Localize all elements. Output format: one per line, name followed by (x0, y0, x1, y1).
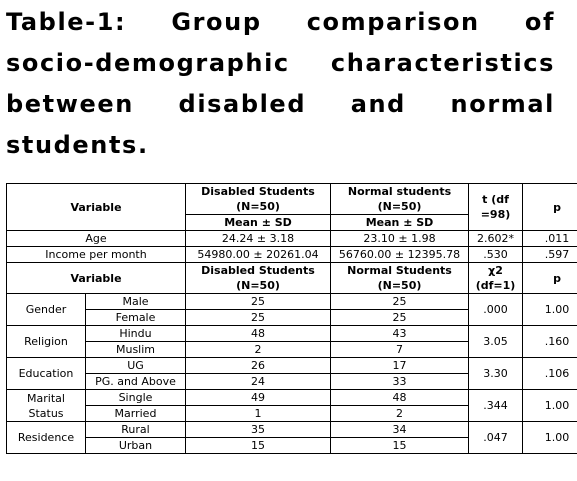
stat-cell: .344 (468, 389, 523, 422)
group-label: Residence (6, 421, 86, 454)
data-cell: 2.602* (468, 230, 523, 247)
cell-line: =98) (480, 208, 511, 221)
data-cell: 7 (330, 341, 469, 358)
data-cell: 2 (330, 405, 469, 422)
data-cell: .011 (522, 230, 577, 247)
p-cell: .106 (522, 357, 577, 390)
header-cell: t (df =98) (468, 183, 523, 231)
comparison-table: Variable Disabled Students (N=50) Normal st… (6, 183, 577, 454)
header-cell: p (522, 262, 577, 294)
row-label: Married (85, 405, 186, 422)
cell-line: t (df (482, 193, 509, 206)
row-label: UG (85, 357, 186, 374)
stat-cell: .047 (468, 421, 523, 454)
data-cell: 24 (185, 373, 331, 390)
p-cell: 1.00 (522, 421, 577, 454)
row-label: Income per month (6, 246, 186, 263)
data-cell: 15 (330, 437, 469, 454)
header-cell: Disabled Students (N=50) (185, 262, 331, 294)
header-cell: Normal students (N=50) (330, 183, 469, 215)
header-cell: Variable (6, 262, 186, 294)
cell-line: Disabled Students (201, 264, 315, 277)
cell-line: (N=50) (236, 200, 280, 213)
table-row: Religion Hindu 48 43 3.05.160 (6, 325, 577, 358)
table-row: Age 24.24 ± 3.18 23.10 ± 1.98 2.602* .011 (6, 230, 577, 247)
data-cell: 56760.00 ± 12395.78 (330, 246, 469, 263)
data-cell: 35 (185, 421, 331, 438)
cell-line: (N=50) (377, 279, 422, 292)
header-cell: Variable (6, 183, 186, 231)
data-cell: 25 (330, 293, 469, 310)
table-row: Gender Male 25 25.000 1.00 (6, 293, 577, 326)
header-cell: Mean ± SD (330, 214, 469, 231)
table-title: Table-1: Group comparison of socio-demog… (6, 8, 555, 159)
data-cell: 24.24 ± 3.18 (185, 230, 331, 247)
table-row: Urban 15 15 (7, 437, 577, 454)
cell-line: Normal Students (347, 264, 452, 277)
data-cell: 25 (330, 309, 469, 326)
data-cell: 25 (185, 309, 331, 326)
group-label: Education (6, 357, 86, 390)
data-cell: .597 (522, 246, 577, 263)
data-cell: 15 (185, 437, 331, 454)
data-cell: 2 (185, 341, 331, 358)
row-label: Age (6, 230, 186, 247)
table-row: Education UG 26 17 3.30.106 (6, 357, 577, 390)
row-label: Single (85, 389, 186, 406)
row-label: Hindu (85, 325, 186, 342)
header-cell: Mean ± SD (185, 214, 331, 231)
cell-line: (N=50) (377, 200, 422, 213)
data-cell: 25 (185, 293, 331, 310)
p-cell: 1.00 (522, 389, 577, 422)
table-row: Marital Status Single 49 48.344 1.00 (6, 389, 577, 422)
data-cell: 23.10 ± 1.98 (330, 230, 469, 247)
cell-line: Disabled Students (201, 185, 315, 198)
table-row: Variable Disabled Students (N=50) Normal st… (6, 183, 577, 231)
cell-line: (N=50) (236, 279, 280, 292)
header-cell: Disabled Students (N=50) (185, 183, 331, 215)
row-label: Muslim (85, 341, 186, 358)
row-label: Rural (85, 421, 186, 438)
cell-line: Normal students (347, 185, 452, 198)
group-label: Marital Status (6, 389, 86, 422)
data-cell: 1 (185, 405, 331, 422)
data-cell: 48 (330, 389, 469, 406)
data-cell: 17 (330, 357, 469, 374)
data-cell: 34 (330, 421, 469, 438)
data-cell: 33 (330, 373, 469, 390)
data-cell: 26 (185, 357, 331, 374)
group-label: Gender (6, 293, 86, 326)
cell-line: χ2 (488, 264, 503, 277)
row-label: Female (85, 309, 186, 326)
stat-cell: .000 (468, 293, 523, 326)
row-label: Urban (85, 437, 186, 454)
table-container: Variable Disabled Students (N=50) Normal st… (6, 183, 577, 454)
table-row: Income per month 54980.00 ± 20261.04 56760… (6, 246, 577, 263)
stat-cell: 3.05 (468, 325, 523, 358)
data-cell: 43 (330, 325, 469, 342)
data-cell: 48 (185, 325, 331, 342)
data-cell: 49 (185, 389, 331, 406)
stat-cell: 3.30 (468, 357, 523, 390)
table-row: Residence Rural 35 34.047 1.00 (6, 421, 577, 454)
p-cell: 1.00 (522, 293, 577, 326)
data-cell: .530 (468, 246, 523, 263)
table-row: Variable Disabled Students (N=50) Normal St… (6, 262, 577, 294)
header-cell: p (522, 183, 577, 231)
row-label: Male (85, 293, 186, 310)
p-cell: .160 (522, 325, 577, 358)
header-cell: Normal Students (N=50) (330, 262, 469, 294)
data-cell: 54980.00 ± 20261.04 (185, 246, 331, 263)
group-label: Religion (6, 325, 86, 358)
header-cell: χ2 (df=1) (468, 262, 523, 294)
row-label: PG. and Above (85, 373, 186, 390)
cell-line: (df=1) (475, 279, 516, 292)
